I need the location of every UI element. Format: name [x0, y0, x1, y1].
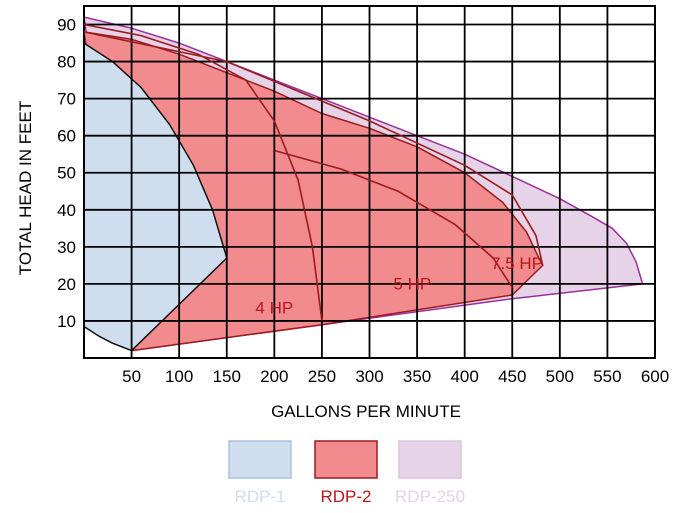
y-tick-label: 50 [57, 164, 76, 183]
hp-curve-4-hp [83, 23, 323, 322]
legend-label-rdp-250: RDP-250 [395, 487, 465, 506]
y-axis-title: TOTAL HEAD IN FEET [16, 101, 35, 275]
x-tick-label: 350 [403, 367, 431, 386]
y-tick-label: 60 [57, 127, 76, 146]
x-tick-labels: 50 100 150 200 250 300 350 400 450 500 550 600 [122, 367, 669, 386]
legend-swatch-rdp-1 [228, 440, 292, 479]
y-tick-label: 80 [57, 53, 76, 72]
y-tick-label: 40 [57, 201, 76, 220]
y-tick-label: 20 [57, 275, 76, 294]
x-tick-label: 400 [450, 367, 478, 386]
y-tick-label: 30 [57, 238, 76, 257]
hp-curve-5-hp [274, 149, 513, 289]
hp-curve-7-5-hp [83, 31, 544, 266]
x-tick-label: 550 [593, 367, 621, 386]
legend-label-rdp-2: RDP-2 [320, 487, 371, 506]
legend: RDP-1 RDP-2 RDP-250 [228, 440, 465, 506]
legend-swatch-rdp-250 [398, 440, 462, 479]
hp-labels: 4 HP 5 HP 7.5 HP [255, 254, 543, 317]
hp-label: 4 HP [255, 299, 293, 318]
grid-lines [83, 5, 656, 359]
legend-label-rdp-1: RDP-1 [234, 487, 285, 506]
x-tick-label: 50 [122, 367, 141, 386]
y-tick-labels: 10 20 30 40 50 60 70 80 90 [57, 16, 76, 331]
x-tick-label: 600 [641, 367, 669, 386]
plot-border [83, 5, 656, 359]
y-tick-label: 70 [57, 90, 76, 109]
legend-swatch-rdp-2 [314, 440, 378, 479]
hp-label: 7.5 HP [491, 254, 543, 273]
x-tick-label: 100 [165, 367, 193, 386]
hp-label: 5 HP [393, 274, 431, 293]
x-tick-label: 450 [498, 367, 526, 386]
x-axis-title: GALLONS PER MINUTE [271, 402, 461, 421]
x-tick-label: 300 [355, 367, 383, 386]
x-tick-label: 250 [308, 367, 336, 386]
x-tick-label: 500 [546, 367, 574, 386]
series-areas [83, 16, 644, 352]
x-tick-label: 200 [260, 367, 288, 386]
hp-curves [83, 23, 544, 322]
area-rdp-1 [83, 42, 228, 352]
y-tick-label: 10 [57, 312, 76, 331]
x-tick-label: 150 [213, 367, 241, 386]
y-tick-label: 90 [57, 16, 76, 35]
